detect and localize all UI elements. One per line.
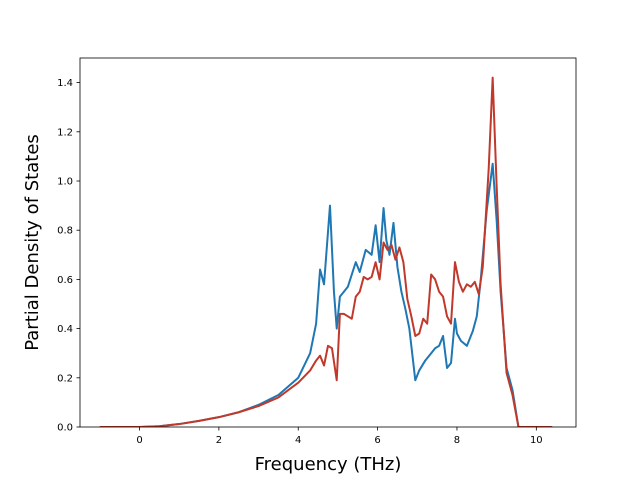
plot-frame — [79, 57, 577, 428]
y-axis-label: Partial Density of States — [22, 134, 43, 351]
y-tick-label: 0.6 — [57, 275, 73, 286]
series-line-1 — [99, 162, 553, 427]
x-tick-label: 2 — [216, 435, 222, 446]
y-tick-label: 0.0 — [57, 423, 73, 434]
x-tick-label: 6 — [374, 435, 380, 446]
y-axis-ticks: 0.0 0.2 0.4 0.6 0.8 1.0 1.2 1.4 — [57, 78, 80, 434]
y-tick-label: 1.0 — [57, 177, 73, 188]
y-tick-label: 0.2 — [57, 373, 73, 384]
y-tick-label: 1.4 — [57, 78, 73, 89]
y-tick-label: 0.8 — [57, 226, 73, 237]
x-axis-ticks: 0 2 4 6 8 10 — [136, 427, 543, 446]
x-axis-label: Frequency (THz) — [255, 454, 402, 475]
y-tick-label: 0.4 — [57, 324, 73, 335]
plot-area — [99, 76, 553, 427]
x-tick-label: 8 — [454, 435, 460, 446]
x-tick-label: 4 — [295, 435, 301, 446]
y-tick-label: 1.2 — [57, 127, 73, 138]
x-tick-label: 0 — [136, 435, 142, 446]
series-line-2 — [99, 76, 553, 427]
x-tick-label: 10 — [530, 435, 543, 446]
